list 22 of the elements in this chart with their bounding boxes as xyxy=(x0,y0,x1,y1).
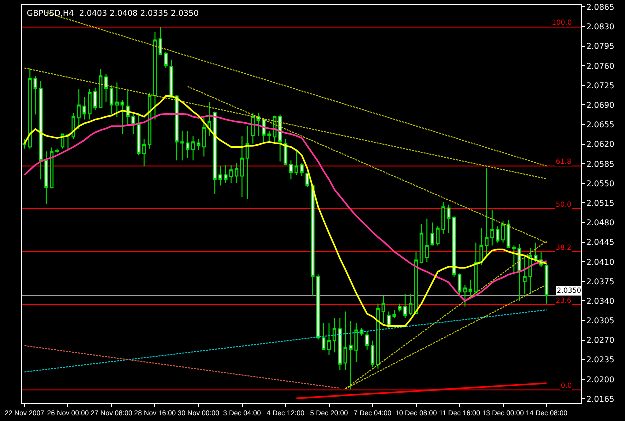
y-tick-label: 2.0655 xyxy=(586,120,615,130)
y-tick-label: 2.0760 xyxy=(586,62,615,71)
y-tick-label: 2.0235 xyxy=(586,356,615,365)
y-tick-label: 2.0865 xyxy=(586,3,615,12)
y-tick-label: 2.0305 xyxy=(586,316,615,326)
y-tick-label: 2.0410 xyxy=(586,258,615,267)
y-tick-label: 2.0795 xyxy=(586,42,615,52)
y-tick-label: 2.0340 xyxy=(586,296,615,306)
y-tick-label: 2.0165 xyxy=(586,394,615,404)
y-tick-label: 2.0585 xyxy=(586,160,615,169)
y-tick-label: 2.0270 xyxy=(586,336,615,346)
y-tick-label: 2.0830 xyxy=(586,22,615,32)
y-tick-label: 2.0725 xyxy=(586,81,615,90)
text: GBPUSD,H4 2.0403 2.0408 2.0335 2.0350 xyxy=(27,9,199,18)
y-tick-label: 2.0480 xyxy=(586,218,615,228)
y-tick-label: 2.0550 xyxy=(586,179,615,188)
y-tick-label: 2.0445 xyxy=(586,238,615,248)
y-tick-label: 2.0200 xyxy=(586,375,615,384)
y-tick-label: 2.0375 xyxy=(586,277,615,286)
y-tick-label: 2.0515 xyxy=(586,198,615,208)
y-tick-label: 2.0690 xyxy=(586,101,615,110)
y-tick-label: 2.0620 xyxy=(586,140,615,150)
